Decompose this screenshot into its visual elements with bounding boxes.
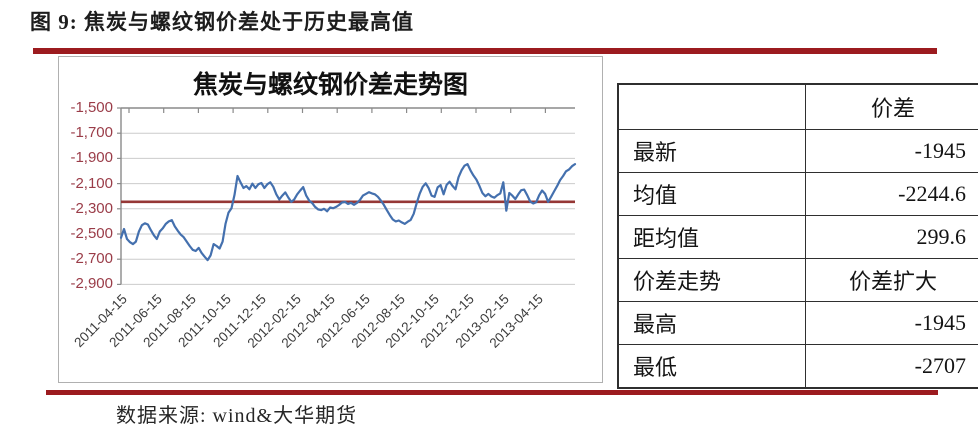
table-header-row: 价差: [617, 83, 978, 130]
table-row: 最新 -1945: [617, 129, 978, 173]
y-axis-tick-label: -1,700: [70, 124, 113, 142]
data-source-note: 数据来源: wind&大华期货: [116, 405, 358, 427]
row-value: 价差扩大: [805, 258, 978, 302]
y-axis-tick-label: -2,500: [70, 225, 113, 242]
figure-title: 图 9: 焦炭与螺纹钢价差处于历史最高值: [30, 10, 414, 34]
spread-trend-chart: 焦炭与螺纹钢价差走势图 -1,500 -1,700 -1,900 -2,100 …: [58, 56, 603, 383]
row-value: 299.6: [805, 215, 978, 259]
y-axis-tick-label: -1,900: [70, 149, 113, 167]
table-row: 价差走势 价差扩大: [617, 258, 978, 302]
row-value: -1945: [805, 129, 978, 173]
row-label: 最高: [617, 301, 806, 345]
table-row: 最低 -2707: [617, 344, 978, 389]
row-label: 价差走势: [617, 258, 806, 302]
y-axis-tick-label: -2,900: [70, 275, 113, 293]
y-axis-tick-label: -2,700: [70, 250, 113, 268]
spread-stats-table: 价差 最新 -1945 均值 -2244.6 距均值 299.6 价差走势 价差…: [617, 83, 978, 389]
y-axis-tick-label: -2,300: [70, 199, 113, 217]
row-value: -1945: [805, 301, 978, 345]
chart-title: 焦炭与螺纹钢价差走势图: [192, 72, 468, 99]
row-label: 均值: [617, 172, 806, 216]
y-axis-tick-label: -1,500: [70, 99, 113, 116]
top-red-rule: [33, 48, 937, 54]
row-label: 距均值: [617, 215, 806, 259]
row-value: -2707: [805, 344, 978, 389]
bottom-red-rule: [46, 390, 938, 395]
header-spread-cell: 价差: [805, 83, 978, 130]
row-value: -2244.6: [805, 172, 978, 216]
row-label: 最新: [617, 129, 806, 173]
table-row: 距均值 299.6: [617, 215, 978, 259]
plot-area: [117, 107, 577, 285]
header-empty-cell: [617, 83, 806, 130]
row-label: 最低: [617, 344, 806, 389]
table-row: 均值 -2244.6: [617, 172, 978, 216]
table-row: 最高 -1945: [617, 301, 978, 345]
y-axis-tick-label: -2,100: [70, 174, 113, 192]
